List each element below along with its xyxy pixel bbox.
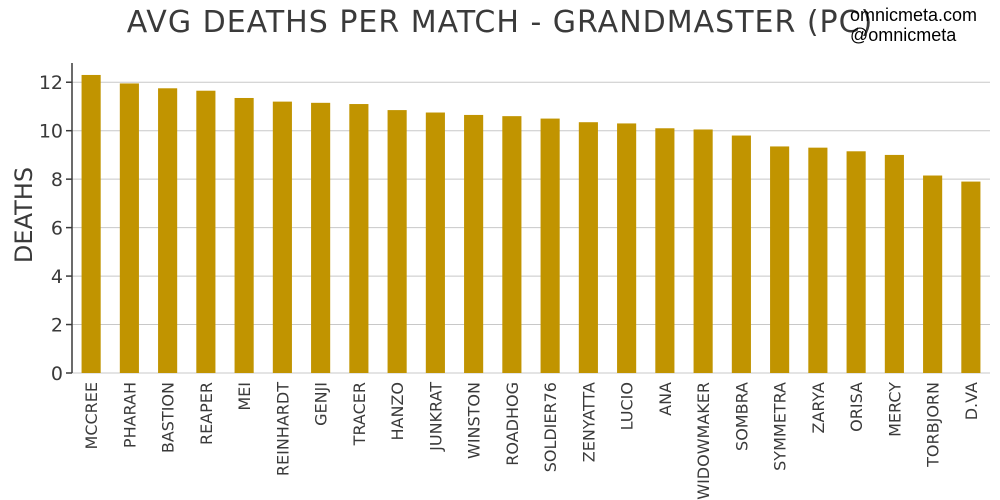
chart-title: AVG DEATHS PER MATCH - GRANDMASTER (PC)	[127, 5, 874, 40]
x-tick-label: ZARYA	[809, 382, 828, 434]
bar	[770, 146, 790, 373]
y-tick-label: 10	[39, 121, 63, 143]
bar	[234, 97, 254, 373]
x-tick-label: WIDOWMAKER	[694, 382, 713, 500]
bar	[502, 116, 522, 374]
x-tick-label: TORBJORN	[924, 382, 943, 468]
x-axis-ticks: MCCREE PHARAH BASTION REAPER MEI REINHARDT GEN…	[82, 382, 981, 500]
x-tick-label: REAPER	[197, 382, 216, 445]
bar	[272, 101, 292, 373]
x-tick-label: SOMBRA	[732, 382, 751, 451]
x-tick-label: BASTION	[159, 382, 178, 453]
y-tick-label: 12	[39, 72, 63, 94]
x-tick-label: PHARAH	[120, 382, 139, 448]
y-axis-label: DEATHS	[10, 167, 38, 263]
bar	[693, 129, 713, 373]
bar	[119, 83, 139, 373]
y-tick-label: 4	[51, 266, 63, 288]
bar	[884, 154, 904, 373]
y-axis-ticks: 0 2 4 6 8 10 12	[39, 72, 72, 385]
x-tick-label: LUCIO	[618, 382, 637, 430]
x-tick-label: WINSTON	[465, 382, 484, 459]
bar	[617, 123, 637, 373]
x-tick-label: JUNKRAT	[426, 382, 445, 452]
x-tick-label: REINHARDT	[273, 382, 292, 476]
bars	[81, 74, 981, 374]
x-tick-label: ANA	[656, 382, 675, 416]
bar	[923, 175, 943, 373]
y-tick-label: 6	[51, 218, 63, 240]
x-tick-label: HANZO	[388, 382, 407, 441]
bar	[808, 147, 828, 373]
x-tick-label: MEI	[235, 382, 254, 411]
x-tick-label: ORISA	[847, 382, 866, 432]
x-tick-label: D.VA	[962, 382, 981, 420]
bar	[464, 114, 484, 373]
bar	[846, 151, 866, 373]
x-tick-label: MERCY	[885, 382, 904, 437]
bar	[961, 181, 981, 373]
x-tick-label: SYMMETRA	[771, 382, 790, 471]
bar	[387, 110, 407, 373]
bar	[731, 135, 751, 373]
bar	[81, 74, 101, 373]
bar	[655, 128, 675, 373]
x-tick-label: GENJI	[312, 382, 331, 426]
bar	[349, 104, 369, 374]
bar	[196, 90, 216, 373]
watermark: omnicmeta.com @omnicmeta	[850, 5, 977, 45]
x-tick-label: MCCREE	[82, 382, 101, 449]
watermark-handle: @omnicmeta	[850, 25, 957, 45]
gridlines	[72, 81, 990, 374]
y-tick-label: 0	[51, 363, 63, 385]
x-tick-label: ROADHOG	[503, 382, 522, 466]
bar	[578, 122, 598, 373]
bar	[540, 118, 560, 373]
bar	[158, 88, 178, 374]
x-tick-label: TRACER	[350, 382, 369, 446]
watermark-site: omnicmeta.com	[850, 5, 978, 25]
y-tick-label: 2	[51, 315, 63, 337]
bar	[311, 102, 331, 374]
x-tick-label: SOLDIER76	[541, 382, 560, 472]
bar	[425, 112, 445, 374]
y-tick-label: 8	[51, 169, 63, 191]
x-tick-label: ZENYATTA	[579, 382, 598, 462]
